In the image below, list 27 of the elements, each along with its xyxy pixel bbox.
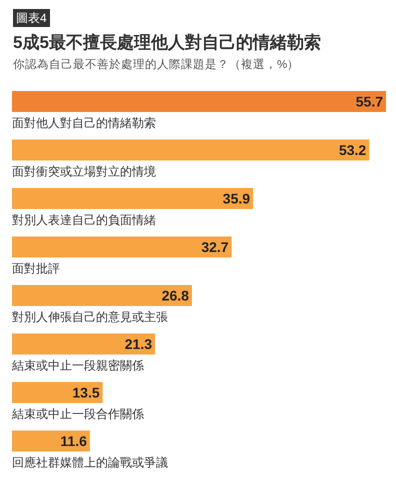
bar (12, 334, 156, 354)
y-tick-label: 結束或中止一段親密關係 (11, 358, 144, 372)
bar (12, 285, 192, 306)
y-tick-label: 對別人伸張自己的意見或主張 (12, 310, 168, 324)
data-label: 35.9 (222, 190, 250, 206)
data-label: 26.8 (162, 288, 190, 304)
text: 圖表4 (16, 11, 47, 25)
chart-subtitle: 你認為自己最不善於處理的人際課題是？（複選，%） (12, 57, 300, 71)
y-tick-label: 面對他人對自己的情緒勒索 (12, 116, 156, 130)
y-tick-label: 面對批評 (12, 262, 60, 276)
data-label: 13.5 (72, 384, 100, 400)
y-tick-label: 面對衝突或立場對立的情境 (12, 164, 156, 178)
bar (12, 236, 232, 258)
y-tick-label: 回應社群媒體上的論戰或爭議 (12, 456, 168, 470)
bar (12, 140, 370, 160)
bar (12, 430, 90, 452)
bar (12, 188, 254, 209)
data-label: 21.3 (124, 336, 152, 352)
y-tick-label: 對別人表達自己的負面情緒 (12, 213, 156, 227)
data-label: 32.7 (201, 239, 229, 255)
bar (12, 382, 103, 403)
data-label: 53.2 (338, 142, 366, 158)
chart-title: 5成5最不擅長處理他人對自己的情緒勒索 (13, 33, 321, 52)
bar (12, 91, 386, 112)
data-label: 11.6 (60, 433, 88, 449)
data-label: 55.7 (356, 94, 384, 110)
y-tick-label: 結束或中止一段合作關係 (11, 407, 144, 421)
